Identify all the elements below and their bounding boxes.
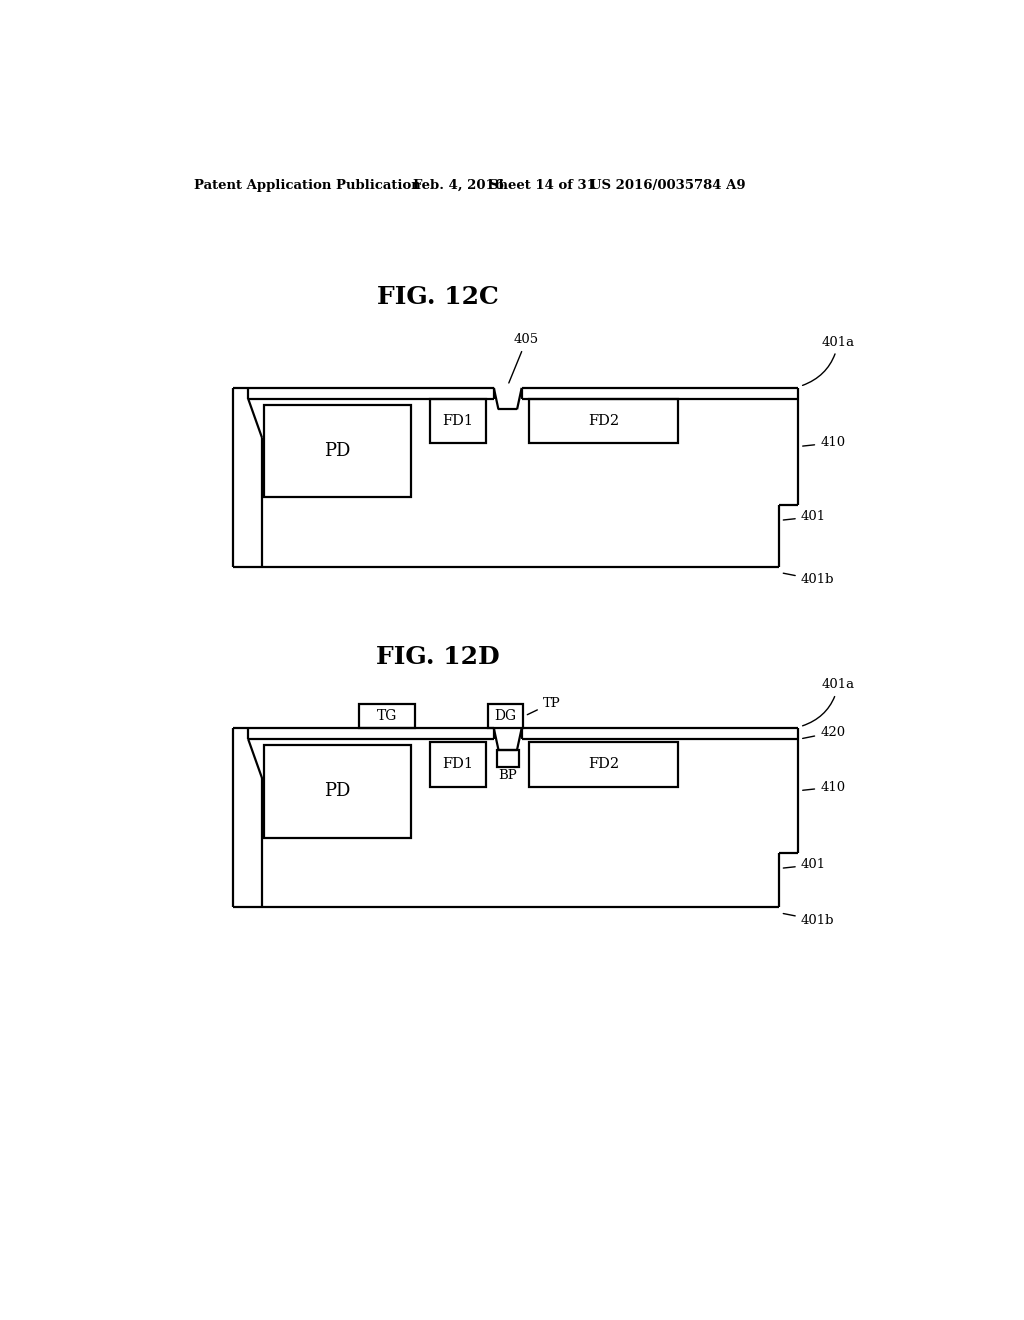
- Text: 420: 420: [803, 726, 845, 739]
- Text: Feb. 4, 2016: Feb. 4, 2016: [414, 178, 504, 191]
- Bar: [529, 742, 678, 787]
- Text: PD: PD: [324, 442, 350, 459]
- Text: FIG. 12C: FIG. 12C: [377, 285, 499, 309]
- Bar: [488, 704, 523, 729]
- Text: DG: DG: [495, 709, 517, 723]
- Text: PD: PD: [324, 783, 350, 800]
- Text: FD1: FD1: [442, 414, 474, 428]
- Bar: [359, 704, 415, 729]
- Text: 401: 401: [783, 858, 825, 871]
- Text: US 2016/0035784 A9: US 2016/0035784 A9: [590, 178, 745, 191]
- Bar: [529, 399, 678, 444]
- Text: 401a: 401a: [803, 335, 855, 385]
- Text: FD1: FD1: [442, 758, 474, 771]
- Bar: [263, 744, 411, 838]
- Text: FD2: FD2: [588, 758, 620, 771]
- Text: 401a: 401a: [803, 678, 855, 726]
- Text: Sheet 14 of 31: Sheet 14 of 31: [489, 178, 596, 191]
- Bar: [430, 742, 486, 787]
- Text: 410: 410: [803, 780, 845, 793]
- Text: BP: BP: [499, 770, 517, 783]
- Text: 401b: 401b: [783, 913, 835, 927]
- Bar: [497, 750, 518, 767]
- Text: FD2: FD2: [588, 414, 620, 428]
- Text: 410: 410: [803, 437, 845, 449]
- Text: 401b: 401b: [783, 573, 835, 586]
- Text: Patent Application Publication: Patent Application Publication: [194, 178, 421, 191]
- Bar: [430, 399, 486, 444]
- Text: 405: 405: [509, 333, 539, 383]
- Text: TG: TG: [377, 709, 397, 723]
- Text: TP: TP: [527, 697, 560, 714]
- Text: FIG. 12D: FIG. 12D: [376, 645, 500, 669]
- Text: 401: 401: [783, 511, 825, 523]
- Bar: [263, 405, 411, 498]
